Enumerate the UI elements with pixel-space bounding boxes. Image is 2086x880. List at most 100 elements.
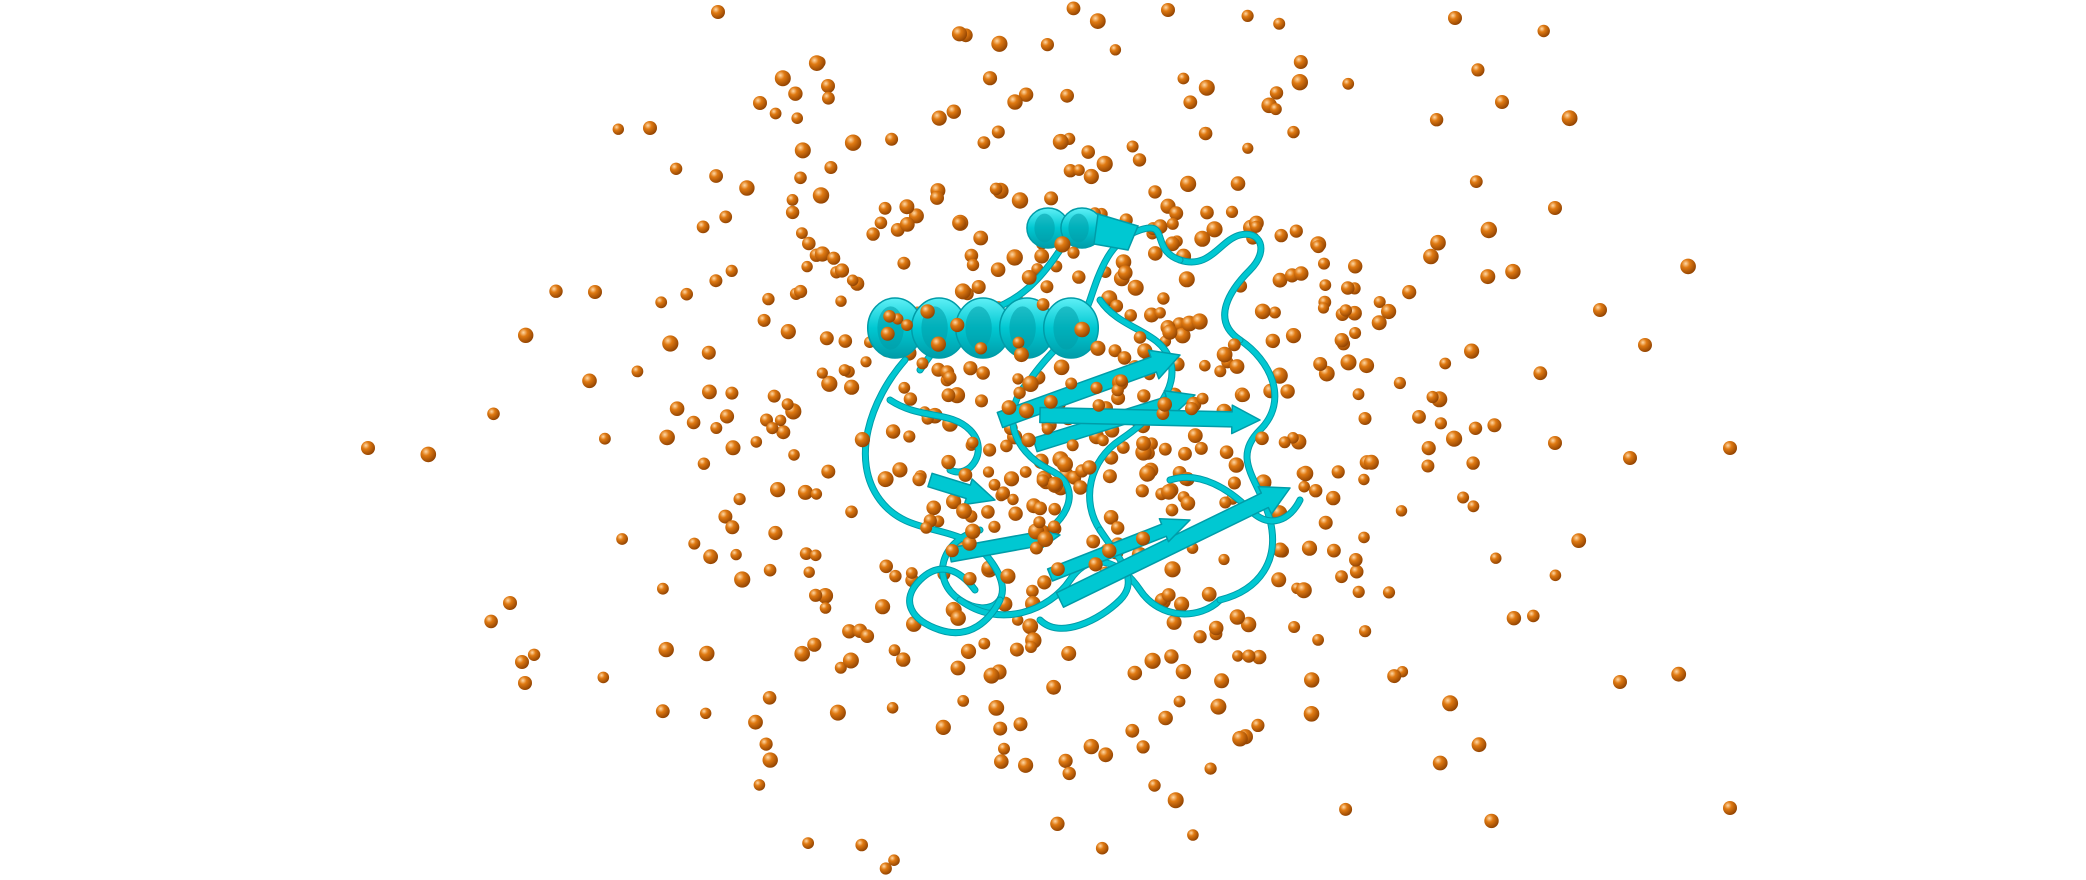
water-sphere <box>1484 813 1499 829</box>
water-sphere <box>794 142 811 159</box>
water-sphere <box>1116 441 1130 454</box>
water-sphere <box>702 384 717 400</box>
water-sphere <box>966 436 979 449</box>
water-sphere <box>855 838 868 852</box>
water-sphere <box>1125 723 1140 738</box>
water-sphere <box>860 356 872 368</box>
water-sphere <box>886 702 899 714</box>
water-sphere <box>1278 436 1291 449</box>
water-sphere <box>1227 476 1241 490</box>
water-sphere <box>912 472 926 487</box>
water-sphere <box>931 110 947 126</box>
water-sphere <box>1187 428 1203 443</box>
alpha-helix-inner <box>1068 213 1089 243</box>
water-sphere <box>1219 445 1234 460</box>
water-sphere <box>796 227 808 240</box>
water-sphere <box>1297 465 1314 482</box>
water-sphere <box>903 430 916 443</box>
water-sphere <box>801 260 813 273</box>
water-sphere <box>1021 432 1036 448</box>
water-sphere <box>1187 829 1199 841</box>
water-sphere <box>803 566 815 578</box>
water-sphere <box>874 216 888 230</box>
water-sphere <box>763 563 777 577</box>
water-sphere <box>1309 484 1323 498</box>
water-sphere <box>1021 270 1037 285</box>
water-sphere <box>1430 234 1446 251</box>
water-sphere <box>897 256 911 270</box>
water-sphere <box>1230 176 1246 191</box>
water-sphere <box>1339 802 1353 816</box>
water-sphere <box>1311 240 1325 254</box>
water-sphere <box>1036 298 1050 311</box>
water-sphere <box>1111 521 1125 535</box>
water-sphere <box>420 446 437 463</box>
water-sphere <box>1103 510 1119 525</box>
water-sphere <box>1613 675 1627 689</box>
water-sphere <box>781 398 794 411</box>
water-sphere <box>1135 484 1149 498</box>
water-sphere <box>1196 392 1209 405</box>
water-sphere <box>950 317 965 333</box>
water-sphere <box>1490 552 1502 564</box>
water-sphere <box>1177 72 1190 85</box>
water-sphere <box>835 295 847 307</box>
water-sphere <box>930 190 944 205</box>
water-sphere <box>1013 717 1028 732</box>
water-sphere <box>1208 620 1224 636</box>
water-sphere <box>1162 324 1178 340</box>
water-molecules-back <box>361 1 1737 875</box>
water-sphere <box>794 171 807 185</box>
water-sphere <box>1056 456 1073 473</box>
water-sphere <box>1252 649 1267 665</box>
beta-strand-arrow <box>1055 485 1291 608</box>
water-sphere <box>808 55 825 71</box>
water-sphere <box>996 486 1010 501</box>
water-sphere <box>734 571 751 588</box>
water-sphere <box>1047 477 1062 492</box>
water-sphere <box>1358 473 1370 486</box>
water-sphere <box>1312 634 1324 646</box>
water-sphere <box>1058 753 1073 769</box>
water-sphere <box>920 304 935 319</box>
water-sphere <box>1393 376 1406 390</box>
water-sphere <box>879 559 893 574</box>
water-sphere <box>1467 500 1480 513</box>
water-sphere <box>963 572 977 586</box>
water-sphere <box>860 629 875 643</box>
water-sphere <box>941 454 956 470</box>
water-sphere <box>1063 164 1078 178</box>
water-sphere <box>1040 280 1054 294</box>
water-sphere <box>1092 399 1106 412</box>
water-sphere <box>725 386 739 400</box>
water-sphere <box>762 752 778 768</box>
water-sphere <box>1471 737 1487 753</box>
water-sphere <box>1111 383 1124 397</box>
water-sphere <box>1446 430 1463 447</box>
water-sphere <box>1154 307 1166 319</box>
water-sphere <box>821 375 838 392</box>
water-sphere <box>1048 502 1061 516</box>
alpha-helix-inner <box>965 306 992 350</box>
water-sphere <box>1043 395 1058 409</box>
water-sphere <box>1173 695 1186 708</box>
water-sphere <box>1434 417 1447 430</box>
water-sphere <box>834 263 850 278</box>
water-sphere <box>1191 313 1208 330</box>
water-sphere <box>599 432 611 445</box>
water-sphere <box>616 533 628 545</box>
coil-loop <box>907 566 1003 636</box>
water-sphere <box>1421 459 1435 473</box>
water-sphere <box>974 342 988 355</box>
water-sphere <box>1018 757 1034 773</box>
water-sphere <box>1126 140 1139 153</box>
water-sphere <box>549 284 563 298</box>
water-sphere <box>1303 706 1320 722</box>
water-sphere <box>1269 86 1284 100</box>
water-sphere <box>1180 175 1197 192</box>
water-sphere <box>1174 327 1191 344</box>
water-sphere <box>812 187 830 204</box>
water-sphere <box>1102 469 1117 484</box>
